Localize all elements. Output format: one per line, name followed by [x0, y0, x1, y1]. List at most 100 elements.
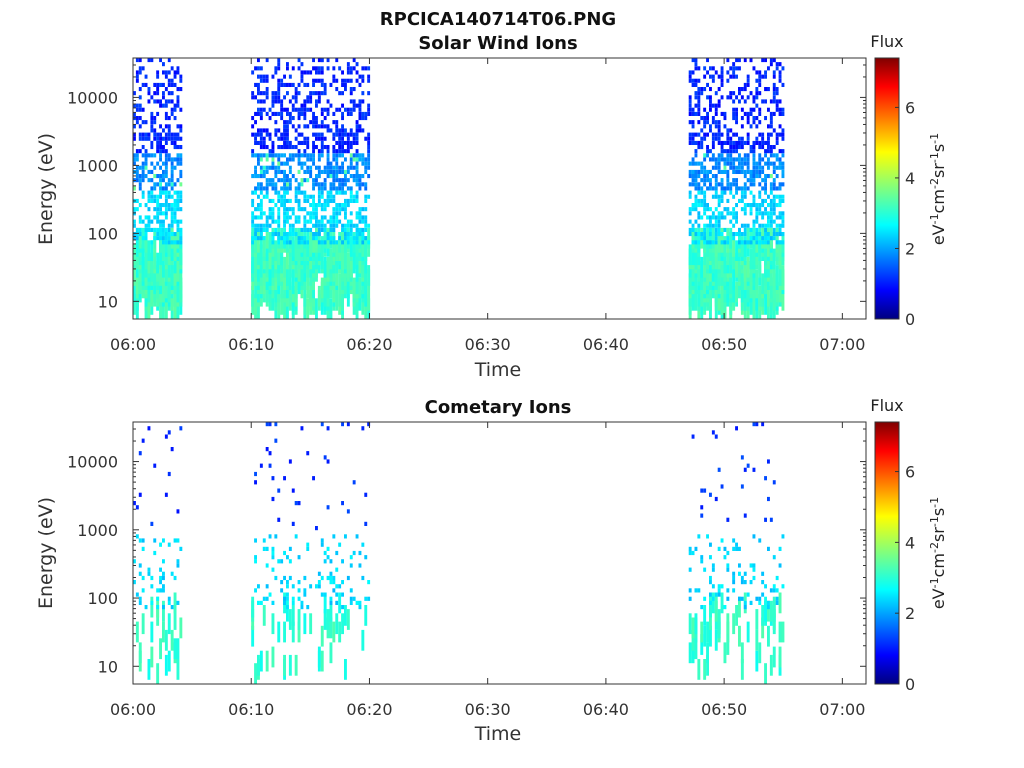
heatmap-cell	[726, 613, 730, 635]
heatmap-cell	[326, 190, 330, 195]
heatmap-cell	[332, 136, 336, 141]
heatmap-cell	[711, 592, 715, 614]
heatmap-cell	[257, 111, 260, 116]
heatmap-cell	[717, 128, 721, 133]
heatmap-cell	[271, 149, 275, 154]
heatmap-cell	[367, 240, 371, 245]
heatmap-cell	[332, 157, 336, 162]
heatmap-cell	[303, 116, 307, 121]
heatmap-cell	[769, 219, 773, 224]
heatmap-cell	[341, 613, 344, 635]
heatmap-cell	[758, 232, 762, 237]
heatmap-cell	[317, 571, 321, 576]
heatmap-cell	[332, 236, 336, 241]
heatmap-cell	[726, 78, 730, 83]
heatmap-cell	[317, 58, 321, 63]
heatmap-cell	[133, 207, 136, 212]
heatmap-cell	[729, 227, 733, 249]
heatmap-cell	[176, 538, 180, 543]
heatmap-cell	[758, 240, 762, 245]
heatmap-cell	[706, 116, 709, 121]
heatmap-cell	[262, 223, 266, 228]
heatmap-cell	[709, 227, 712, 249]
heatmap-cell	[297, 116, 301, 121]
heatmap-cell	[349, 78, 353, 83]
heatmap-cell	[335, 186, 339, 191]
heatmap-cell	[688, 596, 692, 601]
heatmap-cell	[286, 136, 289, 141]
heatmap-cell	[755, 140, 759, 145]
heatmap-cell	[358, 605, 362, 610]
heatmap-cell	[694, 91, 698, 96]
heatmap-cell	[700, 605, 704, 610]
heatmap-cell	[743, 236, 747, 257]
heatmap-cell	[697, 91, 701, 96]
heatmap-cell	[317, 157, 321, 162]
heatmap-cell	[758, 161, 762, 166]
heatmap-cell	[717, 140, 721, 145]
heatmap-cell	[364, 596, 368, 601]
heatmap-cell	[338, 211, 342, 216]
heatmap-cell	[288, 111, 292, 116]
heatmap-cell	[726, 178, 730, 183]
x-axis-label-solar-wind: Time	[474, 359, 522, 381]
heatmap-cell	[176, 198, 180, 203]
heatmap-cell	[729, 136, 733, 141]
heatmap-cell	[767, 605, 770, 610]
heatmap-cell	[355, 198, 359, 203]
heatmap-cell	[277, 136, 281, 141]
heatmap-cell	[703, 232, 707, 237]
heatmap-cell	[317, 285, 321, 307]
heatmap-cell	[271, 74, 275, 79]
heatmap-cell	[720, 140, 724, 145]
heatmap-cell	[271, 103, 275, 108]
heatmap-cell	[767, 211, 770, 216]
heatmap-cell	[251, 198, 255, 203]
heatmap-cell	[144, 153, 148, 158]
heatmap-cell	[755, 219, 759, 224]
heatmap-cell	[329, 298, 333, 319]
heatmap-cell	[271, 240, 275, 245]
heatmap-cell	[159, 588, 162, 593]
heatmap-cell	[306, 178, 310, 183]
heatmap-cell	[329, 575, 333, 581]
heatmap-cell	[778, 107, 782, 112]
heatmap-cell	[254, 165, 257, 170]
heatmap-cell	[326, 153, 330, 158]
heatmap-cell	[156, 161, 160, 166]
heatmap-cell	[335, 613, 339, 635]
heatmap-cell	[341, 103, 344, 108]
heatmap-cell	[254, 95, 257, 100]
x-tick-label: 06:30	[465, 700, 511, 719]
heatmap-cell	[352, 252, 356, 274]
heatmap-cell	[732, 157, 736, 162]
heatmap-cell	[259, 463, 263, 468]
heatmap-cell	[254, 136, 257, 141]
heatmap-cell	[150, 186, 154, 191]
plot-frame-cometary	[132, 421, 867, 685]
heatmap-cell	[709, 128, 712, 133]
heatmap-cell	[735, 215, 738, 220]
heatmap-cell	[312, 145, 315, 150]
heatmap-cell	[740, 116, 744, 121]
heatmap-cell	[703, 273, 707, 295]
heatmap-cell	[280, 294, 284, 315]
heatmap-cell	[714, 174, 718, 179]
heatmap-cell	[303, 136, 307, 141]
heatmap-cell	[257, 132, 260, 137]
heatmap-cell	[303, 198, 307, 203]
heatmap-cell	[364, 252, 368, 274]
heatmap-cell	[364, 227, 368, 232]
heatmap-cell	[257, 600, 260, 605]
heatmap-cell	[173, 232, 177, 237]
heatmap-cell	[344, 174, 347, 179]
heatmap-cell	[179, 157, 183, 162]
heatmap-cell	[257, 157, 260, 162]
heatmap-cell	[711, 227, 715, 249]
heatmap-cell	[265, 240, 269, 261]
heatmap-cell	[781, 534, 785, 539]
heatmap-cell	[268, 592, 272, 597]
heatmap-cell	[294, 186, 298, 191]
heatmap-cell	[764, 174, 767, 179]
heatmap-cell	[688, 161, 692, 166]
